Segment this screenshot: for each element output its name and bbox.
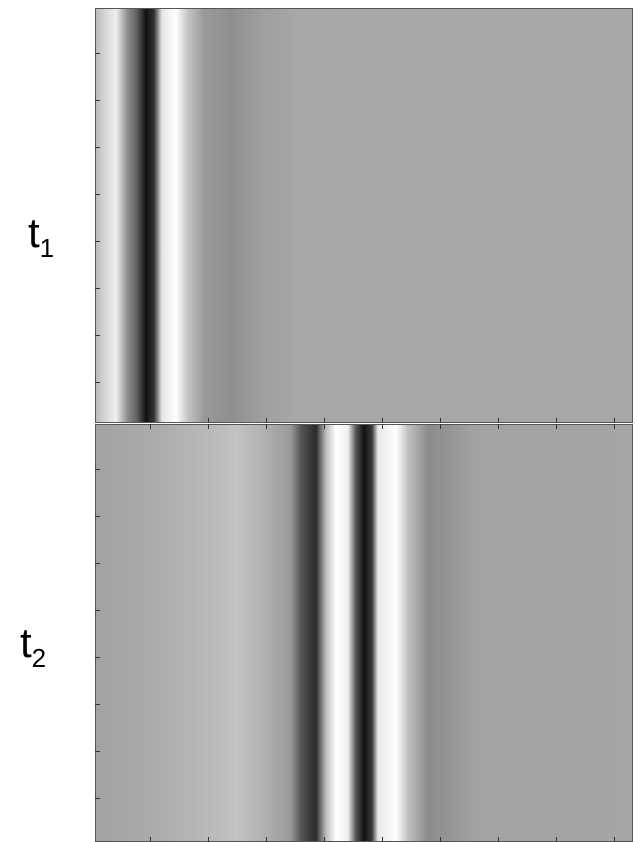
tick [266,837,267,842]
tick [95,657,100,658]
label-subscript: 1 [39,233,55,263]
tick [440,424,441,429]
tick [498,418,499,423]
tick [440,837,441,842]
tick [556,837,557,842]
label-text: t [28,209,40,256]
tick [95,610,100,611]
tick [208,418,209,423]
tick [614,424,615,429]
tick [324,837,325,842]
tick [95,147,100,148]
tick [208,837,209,842]
tick [440,418,441,423]
tick [95,382,100,383]
tick [614,837,615,842]
label-text: t [20,619,32,666]
tick [95,53,100,54]
tick [95,335,100,336]
image-panel [95,424,633,842]
tick [95,516,100,517]
tick [382,424,383,429]
tick [614,418,615,423]
tick [95,288,100,289]
tick [382,418,383,423]
tick [498,837,499,842]
tick [498,424,499,429]
tick [324,424,325,429]
tick [150,837,151,842]
tick [266,418,267,423]
tick [150,424,151,429]
tick [150,418,151,423]
panel-label: t1 [28,209,55,263]
tick [382,837,383,842]
tick [95,100,100,101]
tick [324,418,325,423]
tick [208,424,209,429]
image-panel [95,8,633,423]
tick [95,241,100,242]
tick [95,751,100,752]
tick [95,798,100,799]
panel-label: t2 [20,619,47,673]
tick [95,563,100,564]
tick [95,469,100,470]
tick [266,424,267,429]
label-subscript: 2 [31,643,47,673]
tick [95,194,100,195]
tick [556,418,557,423]
tick [95,704,100,705]
tick [556,424,557,429]
